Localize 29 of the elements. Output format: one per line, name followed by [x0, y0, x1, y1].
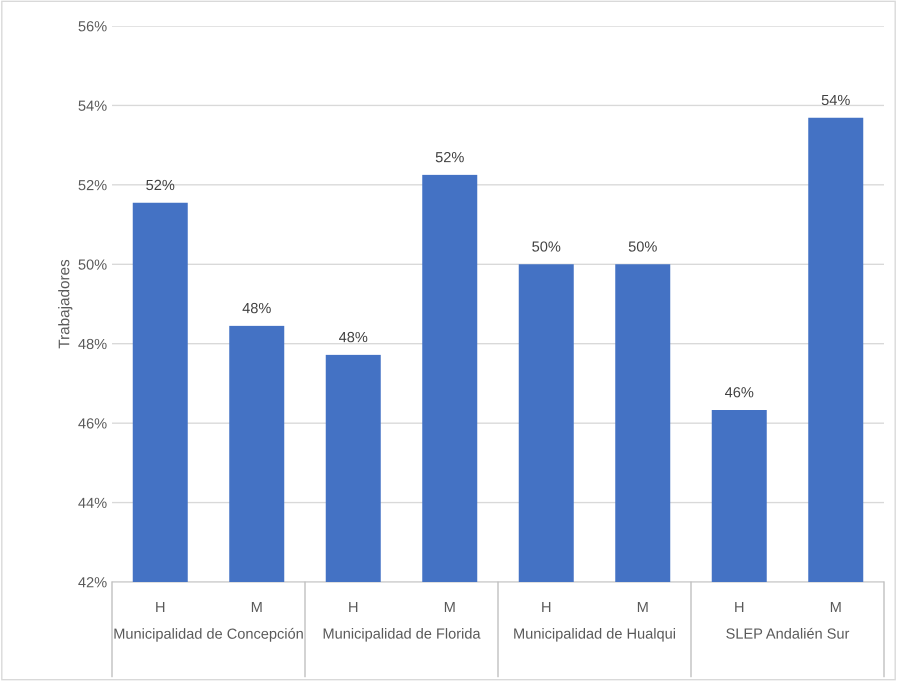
- data-label: 52%: [146, 180, 174, 190]
- y-axis-title: Trabajadores: [58, 260, 72, 348]
- x-tick-label: H: [542, 602, 550, 612]
- x-tick-label: H: [735, 602, 744, 612]
- data-label: 50%: [628, 241, 657, 252]
- y-tick-label: 50%: [78, 259, 107, 270]
- x-tick-label: M: [252, 602, 262, 612]
- y-tick-label: 44%: [78, 498, 107, 508]
- text: SLEP Andalién Sur: [726, 628, 850, 639]
- data-label: 54%: [822, 94, 850, 106]
- x-tick-label: H: [349, 602, 358, 612]
- data-label: 48%: [242, 302, 271, 314]
- text: Municipalidad de Concepción: [114, 628, 303, 642]
- y-tick-label: 54%: [78, 100, 107, 111]
- y-tick-label: 56%: [78, 21, 107, 32]
- x-tick-label: M: [638, 602, 648, 612]
- y-tick-label: 52%: [78, 180, 107, 190]
- x-tick-label: M: [444, 602, 455, 612]
- y-tick-label: 48%: [78, 338, 107, 350]
- text: Municipalidad de Florida: [324, 628, 481, 642]
- data-label: 46%: [724, 387, 754, 398]
- data-label: 50%: [532, 241, 560, 252]
- y-tick-label: 42%: [78, 577, 107, 588]
- data-label: 52%: [436, 152, 464, 162]
- data-label: 48%: [338, 332, 368, 342]
- y-tick-label: 46%: [78, 418, 107, 429]
- x-tick-label: M: [830, 602, 841, 612]
- x-tick-label: H: [156, 602, 164, 612]
- text: Municipalidad de Hualqui: [514, 628, 675, 642]
